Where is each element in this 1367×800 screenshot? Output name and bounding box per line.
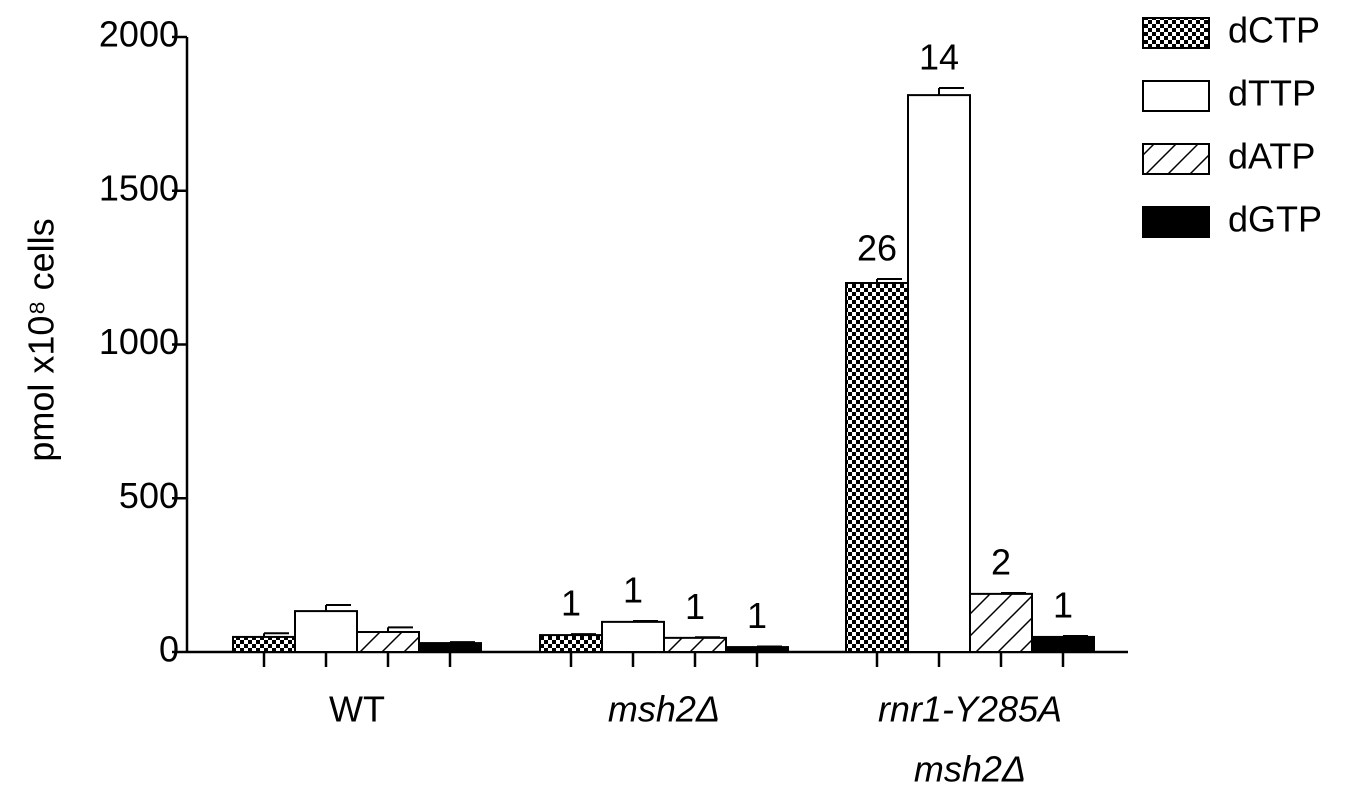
bar [601, 620, 665, 653]
bar [907, 94, 971, 654]
y-tick-label: 500 [119, 475, 179, 516]
legend-swatch [1142, 17, 1210, 49]
bar [232, 635, 296, 653]
x-tick-label: rnr1-Y285A [878, 689, 1062, 730]
data-label: 1 [561, 583, 581, 624]
legend-swatch [1142, 143, 1210, 175]
y-tick-label: 1000 [99, 321, 179, 362]
legend-swatch [1142, 206, 1210, 238]
y-tick-label: 0 [159, 629, 179, 670]
data-label: 1 [1053, 585, 1073, 626]
bar [845, 282, 909, 653]
error-bar [325, 603, 351, 612]
bar [663, 636, 727, 653]
bar [294, 610, 358, 653]
y-tick-label: 2000 [99, 14, 179, 55]
legend-label: dTTP [1228, 73, 1316, 114]
bar [725, 646, 789, 654]
x-tick-label: msh2Δ [914, 749, 1026, 790]
data-label: 14 [919, 37, 959, 78]
bar [1031, 635, 1095, 653]
error-bar [938, 87, 964, 96]
bar [969, 592, 1033, 654]
x-tick-label: msh2Δ [608, 689, 720, 730]
legend-label: dGTP [1228, 199, 1322, 240]
data-label: 1 [747, 595, 767, 636]
legend-label: dCTP [1228, 10, 1320, 51]
y-tick-label: 1500 [99, 167, 179, 208]
data-label: 1 [623, 569, 643, 610]
y-axis-label: pmol x10⁸ cells [21, 218, 62, 461]
data-label: 1 [685, 586, 705, 627]
legend-swatch [1142, 80, 1210, 112]
legend-label: dATP [1228, 136, 1315, 177]
bar [539, 634, 603, 654]
bar [356, 631, 420, 654]
data-label: 2 [991, 541, 1011, 582]
x-tick-label: WT [329, 689, 385, 730]
data-label: 26 [857, 228, 897, 269]
bar [418, 642, 482, 654]
